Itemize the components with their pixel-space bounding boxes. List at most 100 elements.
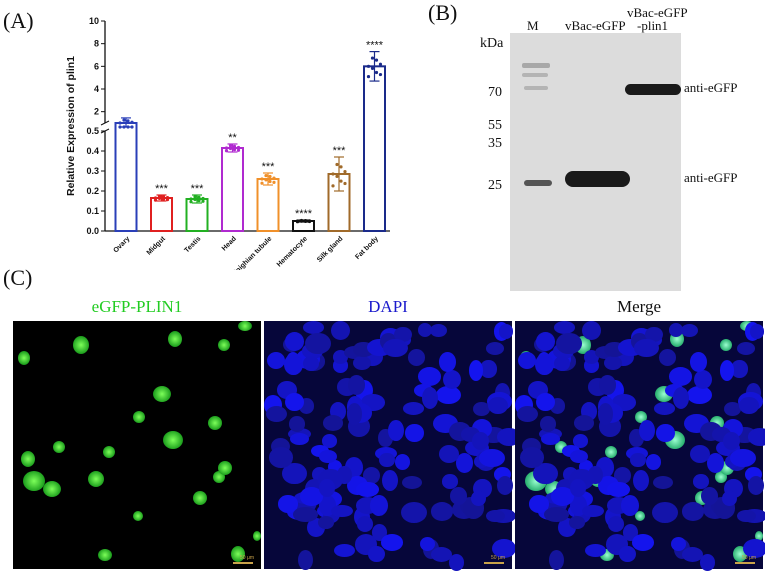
- lane-vbac-egfp-label: vBac-eGFP: [565, 18, 626, 33]
- nucleus-cell: [632, 534, 655, 551]
- scale-text: 50 μm: [742, 555, 756, 561]
- category-label: Hematocyte: [276, 235, 309, 268]
- lane-vbac-egfp-plin1-label: vBac-eGFP: [627, 5, 688, 20]
- nucleus-cell: [686, 385, 713, 405]
- egfp-cell: [73, 336, 89, 354]
- nucleus-cell: [278, 495, 298, 513]
- nucleus-cell: [268, 447, 293, 468]
- merged-cell: [605, 446, 617, 458]
- scale-bar: [735, 562, 755, 564]
- nucleus-cell: [405, 424, 424, 442]
- egfp-cell: [43, 481, 61, 497]
- nucleus-cell: [303, 355, 320, 371]
- nucleus-cell: [720, 360, 735, 381]
- lane-vbac-egfp-plin1-label-2: -plin1: [637, 18, 669, 33]
- dapi-image: 50 μm: [264, 321, 522, 571]
- nucleus-cell: [519, 447, 544, 468]
- data-point: [260, 181, 264, 185]
- nucleus-cell: [282, 462, 307, 485]
- nucleus-cell: [430, 324, 448, 338]
- data-point: [268, 174, 272, 179]
- nucleus-cell: [729, 449, 756, 468]
- nucleus-cell: [742, 538, 765, 559]
- nucleus-cell: [471, 490, 486, 507]
- egfp-cell: [53, 441, 65, 453]
- nucleus-cell: [672, 386, 689, 409]
- nucleus-cell: [455, 452, 474, 474]
- nucleus-cell: [581, 321, 602, 341]
- data-point: [236, 145, 241, 150]
- nucleus-cell: [639, 420, 655, 442]
- nucleus-cell: [671, 536, 687, 552]
- egfp-cell: [208, 416, 222, 430]
- nucleus-cell: [334, 543, 356, 558]
- data-point: [157, 194, 162, 198]
- nucleus-cell: [603, 355, 623, 371]
- bar: [221, 147, 244, 232]
- egfp-cell: [133, 411, 145, 423]
- nucleus-cell: [368, 545, 385, 562]
- nucleus-cell: [737, 509, 757, 523]
- data-point: [193, 195, 197, 199]
- nucleus-cell: [689, 444, 710, 463]
- egfp-cell: [163, 431, 183, 449]
- data-point: [118, 125, 122, 129]
- data-point: [370, 56, 375, 60]
- nucleus-cell: [549, 549, 565, 570]
- nucleus-cell: [318, 449, 337, 464]
- nucleus-cell: [289, 433, 309, 446]
- nucleus-cell: [293, 507, 319, 523]
- y-axis-label: Relative Expression of plin1: [65, 56, 77, 196]
- title-merge: Merge: [616, 297, 662, 316]
- data-point: [260, 177, 264, 181]
- nucleus-cell: [633, 339, 659, 358]
- nucleus-cell: [651, 502, 678, 524]
- data-point: [232, 148, 237, 152]
- nucleus-cell: [569, 449, 588, 464]
- nucleus-cell: [607, 482, 631, 497]
- data-point: [197, 199, 201, 203]
- nucleus-cell: [435, 385, 462, 405]
- nucleus-cell: [300, 487, 323, 506]
- egfp-cell: [133, 511, 143, 521]
- data-point: [339, 165, 343, 169]
- nucleus-cell: [749, 324, 764, 339]
- nucleus-cell: [516, 405, 538, 422]
- nucleus-cell: [630, 452, 646, 468]
- nucleus-cell: [722, 490, 737, 507]
- nucleus-cell: [472, 401, 490, 417]
- y-tick-label: 0.5: [86, 126, 99, 136]
- nucleus-cell: [544, 507, 570, 523]
- nucleus-cell: [554, 355, 571, 371]
- nucleus-cell: [681, 324, 699, 338]
- data-point: [197, 195, 201, 199]
- data-point: [165, 195, 170, 200]
- nucleus-cell: [569, 516, 586, 529]
- nucleus-cell: [305, 332, 331, 355]
- nucleus-cell: [496, 475, 513, 495]
- egfp-cell: [253, 531, 261, 541]
- nucleus-cell: [485, 341, 504, 355]
- egfp-cell: [18, 351, 30, 365]
- category-label: Head: [221, 235, 238, 252]
- egfp-cell: [231, 546, 245, 562]
- nucleus-cell: [573, 434, 589, 448]
- nucleus-cell: [573, 415, 594, 431]
- nucleus-cell: [535, 392, 555, 412]
- nucleus-cell: [597, 403, 613, 425]
- data-point: [335, 162, 339, 167]
- data-point: [130, 120, 134, 124]
- nucleus-cell: [535, 354, 554, 376]
- nucleus-cell: [352, 355, 372, 371]
- nucleus-cell: [570, 478, 587, 497]
- bar: [150, 197, 173, 232]
- nucleus-cell: [553, 321, 576, 335]
- data-point: [224, 149, 229, 153]
- egfp-cell: [88, 471, 104, 487]
- data-point: [201, 196, 205, 201]
- egfp-image: 50 μm: [13, 321, 261, 569]
- data-point: [378, 62, 383, 66]
- data-point: [335, 174, 339, 178]
- nucleus-cell: [498, 324, 513, 339]
- nucleus-cell: [265, 405, 287, 422]
